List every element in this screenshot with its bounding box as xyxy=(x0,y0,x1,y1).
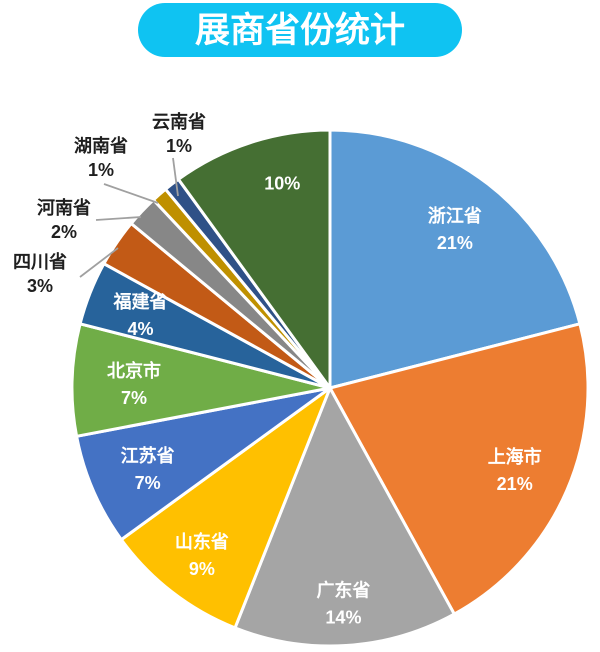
leader-line-四川省 xyxy=(79,247,119,278)
chart-title-banner: 展商省份统计 xyxy=(138,3,462,57)
slice-label-福建省: 福建省 4% xyxy=(112,291,167,339)
slice-label-上海市: 上海市 21% xyxy=(488,446,542,494)
leader-line-云南省 xyxy=(172,157,179,197)
slice-label-河南省: 河南省 2% xyxy=(37,197,91,242)
leader-line-湖南省 xyxy=(103,183,159,204)
pie-slice-other xyxy=(176,128,332,390)
slice-label-other: 10% xyxy=(264,174,300,194)
chart-title: 展商省份统计 xyxy=(194,10,405,50)
slice-label-广东省: 广东省 14% xyxy=(316,580,370,628)
slice-label-云南省: 云南省 1% xyxy=(152,111,206,156)
pie-slice-广东省 xyxy=(233,386,456,648)
pie-slice-上海市 xyxy=(328,322,590,616)
leader-line-河南省 xyxy=(95,216,142,221)
slice-label-北京市: 北京市 7% xyxy=(107,360,161,408)
pie-slice-江苏省 xyxy=(75,386,332,542)
slice-label-浙江省: 浙江省 21% xyxy=(428,205,482,253)
slice-label-四川省: 四川省 3% xyxy=(13,251,67,296)
slice-label-江苏省: 江苏省 7% xyxy=(121,445,175,493)
pie-slice-山东省 xyxy=(119,386,332,630)
slice-label-湖南省: 湖南省 1% xyxy=(74,135,128,180)
pie-slice-北京市 xyxy=(70,322,332,438)
pie-slice-浙江省 xyxy=(328,128,582,390)
slice-label-山东省: 山东省 9% xyxy=(175,531,229,579)
